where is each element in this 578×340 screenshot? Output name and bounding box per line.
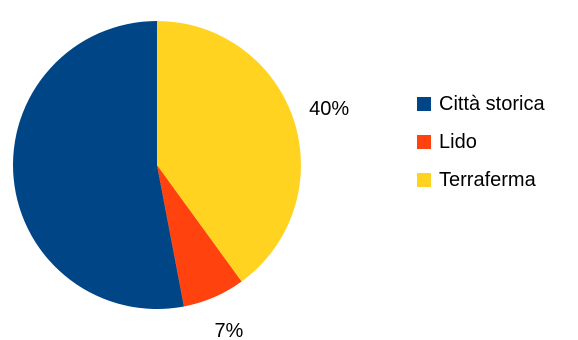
legend-label-2: Terraferma — [439, 169, 537, 191]
pie-slice-0 — [13, 21, 184, 310]
legend: Città storica Lido Terraferma — [417, 93, 545, 191]
pie-slice-2 — [157, 21, 302, 282]
pie-slice-labels: 53%7%40% — [214, 98, 349, 340]
legend-label-0: Città storica — [439, 93, 545, 115]
pie-slice-1 — [157, 165, 242, 307]
slice-label-2: 40% — [309, 98, 349, 120]
legend-swatch-2 — [417, 173, 431, 187]
legend-swatch-1 — [417, 135, 431, 149]
slice-label-1: 7% — [214, 320, 243, 340]
pie-slices — [13, 21, 302, 310]
legend-swatch-0 — [417, 97, 431, 111]
legend-label-1: Lido — [439, 131, 477, 153]
